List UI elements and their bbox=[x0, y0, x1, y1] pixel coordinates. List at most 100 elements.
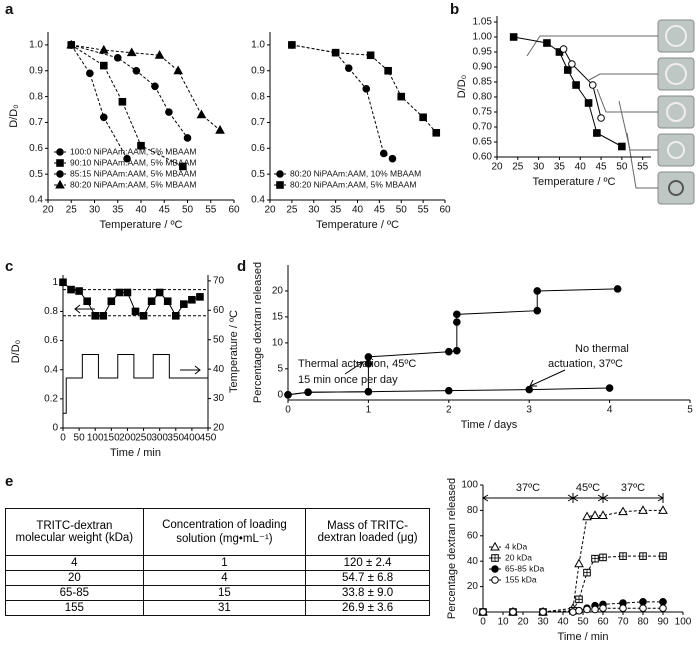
x-tick-label: 20 bbox=[264, 205, 276, 216]
header-cell: TRITC-dextran molecular weight (kDa) bbox=[5, 508, 144, 556]
marker bbox=[453, 318, 461, 326]
marker bbox=[284, 391, 292, 399]
marker bbox=[56, 159, 64, 167]
marker bbox=[397, 92, 406, 101]
x-tick-label: 30 bbox=[89, 205, 101, 216]
x-tick-label: 20 bbox=[517, 617, 529, 628]
y-tick-label: 0.60 bbox=[473, 152, 493, 163]
y-tick-label: 60 bbox=[467, 530, 479, 541]
legend-label: 90:10 NiPAAm:AAM, 5% MBAAM bbox=[70, 157, 196, 167]
marker bbox=[491, 565, 499, 573]
series-line bbox=[291, 44, 393, 160]
series-line bbox=[70, 44, 184, 167]
x-axis-label: Temperature / ºC bbox=[316, 219, 399, 231]
region-arrow bbox=[572, 493, 604, 503]
x-tick-label: 80 bbox=[637, 617, 649, 628]
marker bbox=[118, 97, 127, 106]
x-tick-label: 60 bbox=[439, 205, 451, 216]
x-tick-label: 20 bbox=[491, 162, 503, 173]
marker bbox=[384, 66, 392, 75]
marker bbox=[215, 124, 225, 134]
marker bbox=[173, 65, 184, 75]
x-tick-label: 50 bbox=[577, 617, 589, 628]
cell: 65-85 bbox=[5, 585, 144, 601]
panel-label: d bbox=[237, 258, 246, 275]
marker bbox=[588, 81, 597, 89]
marker bbox=[165, 108, 173, 116]
loading-table: TRITC-dextran molecular weight (kDa) Conc… bbox=[5, 508, 430, 616]
legend-label: 100:0 NiPAAm:AAM, 5% MBAAM bbox=[70, 146, 196, 156]
marker bbox=[154, 50, 165, 59]
panel-label: c bbox=[5, 258, 13, 275]
x-tick-label: 50 bbox=[74, 433, 86, 444]
y-tick-label: 0.5 bbox=[251, 169, 265, 180]
marker bbox=[196, 109, 207, 119]
y-tick-label: 40 bbox=[467, 556, 479, 567]
annotation: actuation, 37ºC bbox=[548, 358, 623, 370]
legend-label: 65-85 kDa bbox=[505, 563, 544, 573]
y-tick-label: 80 bbox=[467, 505, 479, 516]
marker bbox=[288, 41, 296, 49]
y-tick-label: 0.8 bbox=[251, 91, 265, 102]
legend-label: 80:20 NiPAAm:AAM, 5% MBAAM bbox=[290, 179, 416, 189]
y-tick-label: 1.0 bbox=[29, 40, 43, 51]
marker bbox=[179, 162, 187, 171]
marker bbox=[59, 278, 67, 287]
marker bbox=[639, 598, 647, 606]
marker bbox=[91, 312, 100, 320]
y-tick-label: 0.8 bbox=[29, 91, 43, 102]
marker bbox=[171, 312, 180, 320]
marker bbox=[453, 310, 461, 319]
y-tick-label: 0.6 bbox=[44, 335, 58, 346]
x-tick-label: 450 bbox=[200, 433, 217, 444]
x-tick-label: 35 bbox=[554, 162, 566, 173]
marker bbox=[575, 606, 583, 615]
y-tick-label: 0.4 bbox=[251, 195, 265, 206]
y-tick-label: 0.90 bbox=[473, 62, 493, 73]
y-tick-label: 0.4 bbox=[29, 195, 43, 206]
x-tick-label: 25 bbox=[286, 205, 298, 216]
cell: 120 ± 2.4 bbox=[305, 555, 430, 571]
marker bbox=[572, 81, 580, 89]
x-tick-label: 400 bbox=[184, 433, 201, 444]
x-tick-label: 0 bbox=[60, 433, 66, 444]
x-tick-label: 25 bbox=[66, 205, 78, 216]
x-tick-label: 60 bbox=[228, 205, 240, 216]
cell: 4 bbox=[5, 555, 144, 571]
x-tick-label: 50 bbox=[616, 162, 628, 173]
y-tick-label: 0.9 bbox=[29, 65, 43, 76]
marker bbox=[619, 604, 627, 612]
panel-label: e bbox=[5, 473, 13, 490]
y-tick-label: 1.00 bbox=[473, 32, 493, 43]
annotation: 15 min once per day bbox=[298, 374, 398, 386]
x-tick-label: 200 bbox=[119, 433, 136, 444]
x-tick-label: 90 bbox=[657, 617, 669, 628]
marker bbox=[99, 312, 108, 320]
y-tick-label: 0.6 bbox=[251, 143, 265, 154]
cell: 4 bbox=[142, 570, 307, 586]
marker bbox=[509, 608, 517, 616]
x-tick-label: 40 bbox=[575, 162, 587, 173]
marker bbox=[605, 384, 614, 392]
marker-cross bbox=[619, 552, 627, 560]
x-tick-label: 40 bbox=[135, 205, 147, 216]
marker bbox=[364, 353, 373, 361]
y-tick-label: 0.85 bbox=[473, 77, 493, 88]
marker bbox=[659, 598, 667, 606]
marker bbox=[539, 608, 547, 616]
marker bbox=[591, 605, 599, 614]
marker bbox=[115, 288, 124, 297]
marker bbox=[543, 39, 551, 47]
y-tick-label: 5 bbox=[277, 363, 283, 374]
marker bbox=[525, 385, 534, 394]
y-tick-label: 0.80 bbox=[473, 92, 493, 103]
x-tick-label: 1 bbox=[366, 405, 372, 416]
marker bbox=[86, 69, 94, 78]
region-label: 37ºC bbox=[621, 482, 645, 494]
thumbnails bbox=[526, 19, 695, 205]
marker-cross bbox=[575, 596, 583, 603]
marker bbox=[304, 388, 312, 397]
thumbnail bbox=[657, 133, 695, 167]
marker bbox=[569, 608, 577, 616]
